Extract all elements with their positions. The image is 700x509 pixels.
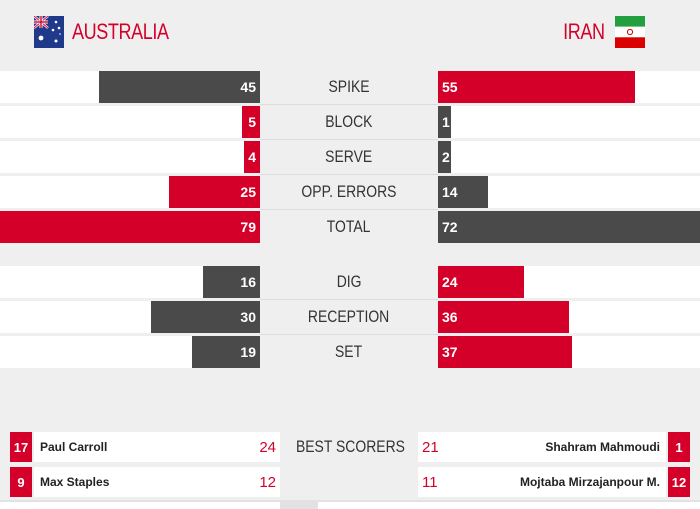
stat-label-text: BLOCK [325,112,373,131]
iran-flag-icon [615,16,645,48]
scorer-row: 17 Paul Carroll 24 BEST SCORERS 21 Shahr… [0,432,700,462]
home-player-points: 12 [259,473,276,491]
home-player-name: Max Staples [40,475,110,489]
row-divider [260,299,438,300]
stat-label: DIG [260,266,438,298]
home-stat-bar: 5 [242,106,260,138]
away-team-name: IRAN [563,19,606,44]
home-stat-bar: 45 [99,71,260,103]
home-stat-track: 5 [0,106,260,138]
home-stat-bar: 30 [151,301,260,333]
home-stat-bar: 4 [244,141,260,173]
away-stat-track: 37 [438,336,700,368]
away-stat-track: 24 [438,266,700,298]
home-player-number: 9 [10,467,32,497]
stat-label: OPP. ERRORS [260,176,438,208]
stat-label-text: RECEPTION [308,307,390,326]
away-stat-track: 55 [438,71,700,103]
strip-segment [318,502,700,509]
bottom-strip [0,500,700,509]
away-player-points: 11 [422,473,438,491]
away-player-number: 1 [668,432,690,462]
stat-label-text: SERVE [325,147,373,166]
away-team[interactable]: IRAN [554,14,645,50]
row-divider [260,174,438,175]
home-stat-track: 4 [0,141,260,173]
away-stat-bar: 55 [438,71,635,103]
home-player-points: 24 [259,438,276,456]
stat-row-opp-errors: 25 OPP. ERRORS 14 [0,176,700,208]
away-stat-track: 72 [438,211,700,243]
stat-label-text: OPP. ERRORS [301,182,397,201]
australia-flag-icon [34,16,64,48]
home-stat-track: 25 [0,176,260,208]
home-stat-bar: 79 [0,211,260,243]
away-stat-bar: 2 [438,141,451,173]
row-divider [260,334,438,335]
stat-label-text: TOTAL [327,217,371,236]
match-header: AUSTRALIA IRAN [0,0,700,64]
away-player-name: Mojtaba Mirzajanpour M. [519,475,660,489]
home-stat-track: 30 [0,301,260,333]
stat-label-text: SET [335,342,363,361]
stat-row-dig: 16 DIG 24 [0,266,700,298]
row-divider [260,209,438,210]
home-player-number: 17 [10,432,32,462]
home-stat-bar: 25 [169,176,260,208]
away-stat-bar: 24 [438,266,524,298]
away-stat-track: 14 [438,176,700,208]
away-player-number: 12 [668,467,690,497]
away-stat-track: 2 [438,141,700,173]
stat-label-text: DIG [336,272,362,291]
away-stat-bar: 37 [438,336,572,368]
stat-row-serve: 4 SERVE 2 [0,141,700,173]
stat-label: SET [260,336,438,368]
stat-label-text: SPIKE [328,77,370,96]
stat-label: SPIKE [260,71,438,103]
stat-row-spike: 45 SPIKE 55 [0,71,700,103]
away-scorer-cell[interactable]: 11 Mojtaba Mirzajanpour M. [418,467,666,497]
away-stat-bar: 1 [438,106,451,138]
stat-row-total: 79 TOTAL 72 [0,211,700,243]
away-stat-bar: 14 [438,176,488,208]
stat-label: RECEPTION [260,301,438,333]
away-scorer-cell[interactable]: 21 Shahram Mahmoudi [418,432,666,462]
home-stat-track: 45 [0,71,260,103]
stat-label: BLOCK [260,106,438,138]
row-divider [260,139,438,140]
strip-segment [0,502,280,509]
home-scorer-cell[interactable]: Max Staples 12 [34,467,280,497]
home-stat-track: 16 [0,266,260,298]
row-divider [260,104,438,105]
stat-label: TOTAL [260,211,438,243]
away-stat-bar: 72 [438,211,700,243]
best-scorers-label: BEST SCORERS [295,437,405,456]
away-stat-bar: 36 [438,301,569,333]
away-player-points: 21 [422,438,439,456]
home-team[interactable]: AUSTRALIA [34,14,190,50]
home-stat-bar: 19 [192,336,260,368]
stat-row-reception: 30 RECEPTION 36 [0,301,700,333]
home-team-name: AUSTRALIA [72,19,169,44]
home-player-name: Paul Carroll [40,440,108,454]
stat-row-set: 19 SET 37 [0,336,700,368]
home-stat-bar: 16 [203,266,260,298]
away-stat-track: 36 [438,301,700,333]
stat-row-block: 5 BLOCK 1 [0,106,700,138]
home-stat-track: 19 [0,336,260,368]
away-player-name: Shahram Mahmoudi [545,440,660,454]
stat-label: SERVE [260,141,438,173]
away-stat-track: 1 [438,106,700,138]
home-scorer-cell[interactable]: Paul Carroll 24 [34,432,280,462]
home-stat-track: 79 [0,211,260,243]
scorer-row: 9 Max Staples 12 11 Mojtaba Mirzajanpour… [0,467,700,497]
